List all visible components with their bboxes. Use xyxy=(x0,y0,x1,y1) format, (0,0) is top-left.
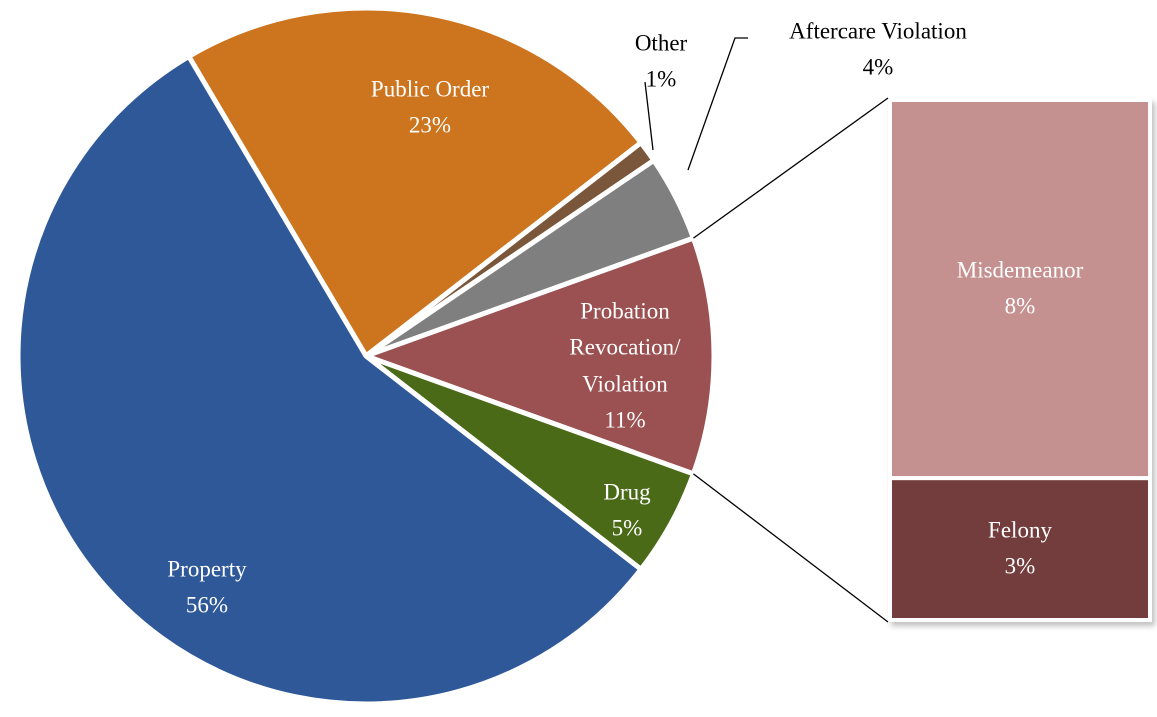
label-value: 23% xyxy=(408,113,452,138)
bar-segment xyxy=(888,98,1152,481)
connector-line xyxy=(693,473,889,623)
data-label: Public Order 23% xyxy=(371,72,489,145)
label-name: Misdemeanor xyxy=(956,257,1084,283)
label-name: Property xyxy=(167,556,247,582)
label-value: 11% xyxy=(604,407,646,433)
pie-slice xyxy=(15,53,644,707)
data-label: Aftercare Violation 4% xyxy=(728,14,1028,87)
label-value: 1% xyxy=(645,67,677,92)
label-name: Felony xyxy=(988,517,1052,543)
label-value: 5% xyxy=(611,516,643,541)
bar-segment xyxy=(888,476,1152,622)
data-label: Probation Revocation/ Violation 11% xyxy=(550,293,700,438)
breakdown-bar xyxy=(888,98,1152,622)
label-name: Aftercare Violation xyxy=(789,18,967,44)
pie xyxy=(15,5,717,707)
leader-line xyxy=(644,81,654,151)
pie-slice xyxy=(363,235,717,477)
label-name: Drug xyxy=(603,479,651,505)
data-label: Misdemeanor 8% xyxy=(957,253,1083,326)
connectors xyxy=(644,37,889,623)
connector-line xyxy=(693,97,889,239)
label-value: 56% xyxy=(185,593,229,618)
data-label: Felony 3% xyxy=(988,513,1052,586)
label-name: Other xyxy=(634,30,688,56)
pie-slice xyxy=(186,5,644,359)
label-value: 4% xyxy=(862,55,894,80)
label-value: 3% xyxy=(1004,554,1036,580)
label-value: 8% xyxy=(1004,294,1036,320)
data-label: Drug 5% xyxy=(603,475,650,548)
label-name: Probation Revocation/ Violation xyxy=(569,298,681,396)
label-name: Public Order xyxy=(370,76,490,102)
data-label: Other 1% xyxy=(635,26,687,99)
data-label: Property 56% xyxy=(167,552,246,625)
leader-line xyxy=(687,37,748,171)
